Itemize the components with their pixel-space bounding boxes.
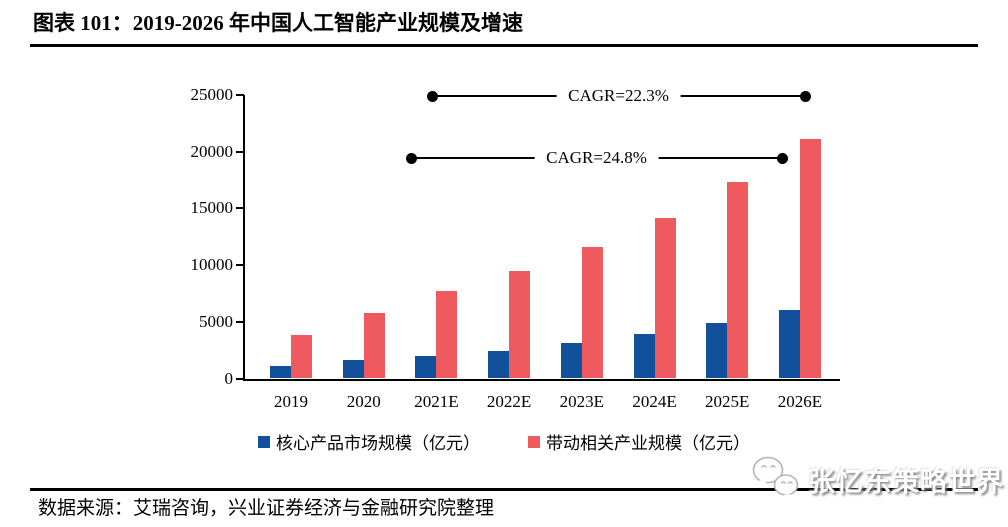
bar-related-2021E	[436, 291, 458, 379]
y-tick-label: 5000	[199, 311, 233, 331]
x-tick-label: 2020	[346, 391, 381, 411]
y-tick-label: 15000	[190, 198, 234, 218]
legend-label-related: 带动相关产业规模（亿元）	[546, 434, 750, 453]
x-tick-label: 2026E	[777, 391, 823, 411]
footer-divider-line	[30, 488, 978, 491]
bar-core-2019	[270, 366, 291, 379]
cagr-dot	[777, 152, 788, 164]
legend-swatch-related	[528, 435, 540, 448]
y-tick-label: 0	[224, 368, 234, 388]
bar-core-2023E	[560, 343, 582, 379]
title-divider-line	[30, 44, 978, 47]
y-axis-line	[243, 95, 245, 381]
bar-related-2020	[363, 313, 385, 379]
bar-core-2020	[342, 360, 364, 379]
x-tick-label: 2019	[274, 391, 308, 411]
y-tick-label: 10000	[190, 255, 234, 275]
cagr-dot	[427, 90, 438, 102]
watermark-text: 张忆东策略世界	[808, 467, 1004, 497]
x-tick-label: 2022E	[486, 391, 532, 411]
data-source-note: 数据来源：艾瑞咨询，兴业证券经济与金融研究院整理	[38, 498, 495, 519]
bar-related-2025E	[727, 181, 749, 379]
legend-label-core: 核心产品市场规模（亿元）	[276, 434, 480, 453]
figure-title: 图表 101：2019-2026 年中国人工智能产业规模及增速	[33, 11, 523, 35]
bar-related-2024E	[654, 218, 676, 379]
y-tick-mark	[236, 377, 244, 380]
bar-core-2026E	[778, 309, 800, 379]
x-tick-label: 2023E	[559, 391, 605, 411]
cagr-dot	[800, 90, 811, 102]
y-tick-mark	[236, 320, 244, 323]
y-tick-mark	[236, 264, 244, 267]
bar-core-2024E	[633, 334, 655, 379]
cagr-label: CAGR=22.3%	[556, 86, 681, 106]
x-axis-line	[243, 378, 840, 381]
bar-related-2022E	[509, 271, 531, 379]
legend-swatch-core	[258, 435, 270, 448]
legend-item-core: 核心产品市场规模（亿元）	[258, 429, 480, 454]
x-tick-label: 2024E	[632, 391, 677, 411]
chart-legend: 核心产品市场规模（亿元） 带动相关产业规模（亿元）	[0, 429, 1008, 454]
bar-related-2026E	[799, 139, 821, 379]
legend-item-related: 带动相关产业规模（亿元）	[528, 429, 750, 454]
bar-core-2022E	[488, 350, 510, 379]
y-tick-mark	[236, 94, 244, 96]
y-tick-mark	[236, 150, 244, 153]
bar-related-2019	[291, 334, 312, 379]
y-tick-label: 25000	[190, 85, 234, 104]
bar-core-2021E	[415, 355, 437, 379]
watermark: 张忆东策略世界	[750, 454, 1004, 505]
wechat-icon	[750, 454, 804, 505]
cagr-dot	[406, 152, 417, 164]
cagr-label: CAGR=24.8%	[534, 148, 659, 168]
y-tick-label: 20000	[190, 141, 234, 161]
x-tick-label: 2025E	[705, 391, 750, 411]
bar-related-2023E	[581, 246, 603, 379]
x-tick-label: 2021E	[414, 391, 459, 411]
y-tick-mark	[236, 207, 244, 210]
bar-core-2025E	[706, 322, 728, 379]
